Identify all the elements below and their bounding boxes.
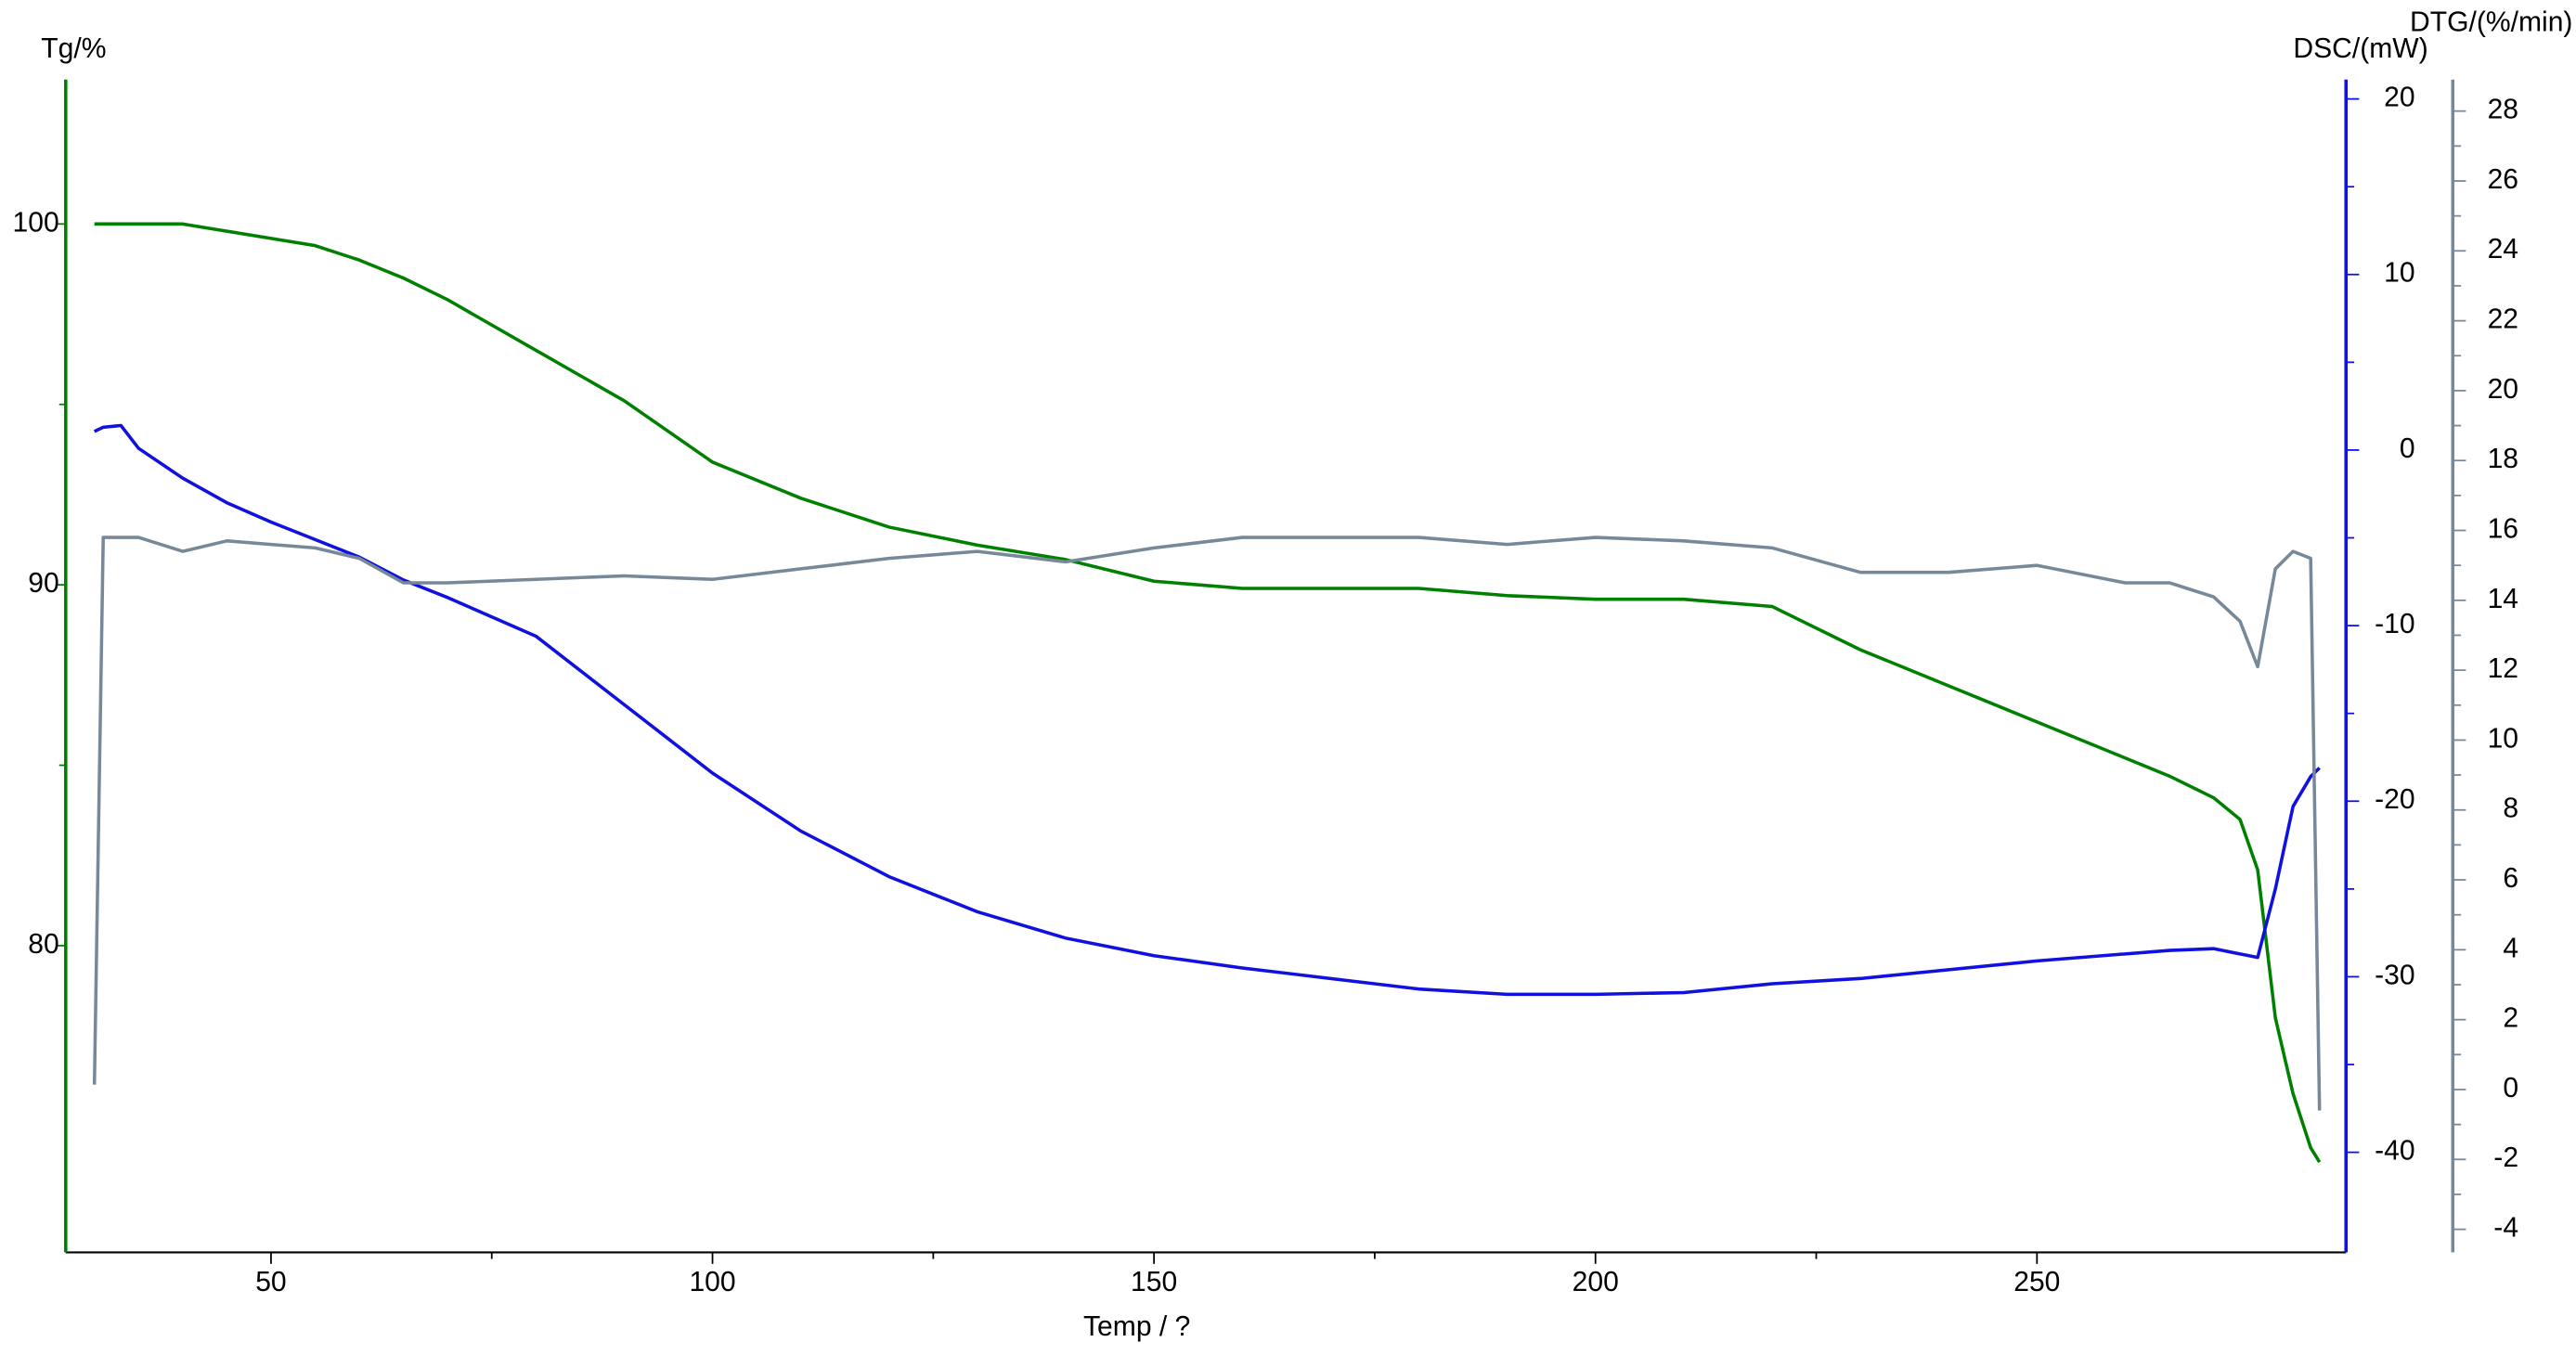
y2-tick-label: 20: [2384, 83, 2414, 113]
x-tick-label: 100: [689, 1267, 735, 1297]
y3-tick-label: 28: [2488, 95, 2518, 125]
y3-tick-label: 6: [2503, 863, 2518, 894]
y2-axis-title: DSC/(mW): [2293, 33, 2427, 64]
data-line: [94, 222, 2322, 1164]
y-axis-title: Tg/%: [41, 33, 106, 64]
y3-tick-label: -2: [2493, 1142, 2518, 1173]
y3-tick-label: -4: [2493, 1213, 2518, 1244]
y3-tick-label: 4: [2503, 933, 2518, 963]
y2-tick-label: -30: [2375, 960, 2414, 990]
y3-tick-label: 16: [2488, 513, 2518, 544]
y3-tick-label: 8: [2503, 794, 2518, 824]
y2-tick-label: -20: [2375, 784, 2414, 815]
y3-tick-label: 2: [2503, 1003, 2518, 1034]
y3-axis-title: DTG/(%/min): [2410, 7, 2572, 38]
y3-tick-label: 18: [2488, 444, 2518, 474]
x-axis-title: Temp / ?: [1083, 1311, 1190, 1342]
y-tick-label: 100: [13, 207, 59, 238]
y2-tick-label: 10: [2384, 258, 2414, 289]
y3-tick-label: 22: [2488, 304, 2518, 335]
y2-tick-label: 0: [2400, 433, 2415, 464]
y3-tick-label: 10: [2488, 723, 2518, 754]
x-tick-label: 150: [1131, 1267, 1177, 1297]
data-line: [93, 423, 2321, 997]
y3-tick-label: 0: [2503, 1073, 2518, 1103]
y3-tick-label: 20: [2488, 374, 2518, 405]
y-tick-label: 80: [28, 929, 58, 960]
y2-tick-label: -40: [2375, 1136, 2414, 1167]
y3-tick-label: 14: [2488, 584, 2518, 614]
x-tick-label: 50: [255, 1267, 286, 1297]
y2-tick-label: -10: [2375, 609, 2414, 639]
y-tick-label: 90: [28, 568, 58, 599]
y3-tick-label: 12: [2488, 653, 2518, 684]
y3-tick-label: 24: [2488, 234, 2518, 265]
y3-tick-label: 26: [2488, 164, 2518, 195]
data-line: [92, 536, 2322, 1111]
x-tick-label: 200: [1573, 1267, 1619, 1297]
x-tick-label: 250: [2013, 1267, 2060, 1297]
